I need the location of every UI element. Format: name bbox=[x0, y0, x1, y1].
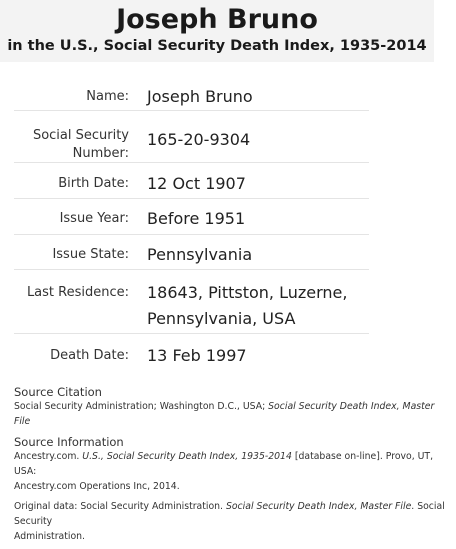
source-citation: Source Citation Social Security Administ… bbox=[14, 385, 450, 429]
issue-state-label: Issue State: bbox=[52, 247, 129, 262]
original-data-text-line1: Original data: Social Security Administr… bbox=[14, 499, 450, 529]
last-residence-line1: 18643, Pittston, Luzerne, bbox=[147, 283, 348, 302]
last-residence-label: Last Residence: bbox=[26, 285, 129, 300]
name-label: Name: bbox=[86, 89, 129, 104]
source-information: Source Information Ancestry.com. U.S., S… bbox=[14, 435, 450, 494]
issue-year-value: Before 1951 bbox=[147, 209, 246, 228]
original-data: Original data: Social Security Administr… bbox=[14, 499, 450, 544]
record-table: Name: Joseph Bruno Social Security Numbe… bbox=[14, 74, 369, 374]
ssn-label-line2: Number: bbox=[72, 146, 129, 161]
source-citation-heading: Source Citation bbox=[14, 385, 102, 399]
issue-state-value: Pennsylvania bbox=[147, 245, 253, 264]
record-row-ssn: Social Security Number: 165-20-9304 bbox=[14, 111, 369, 163]
record-row-issue-year: Issue Year: Before 1951 bbox=[14, 199, 369, 235]
death-date-label: Death Date: bbox=[50, 348, 129, 363]
record-row-death-date: Death Date: 13 Feb 1997 bbox=[14, 334, 369, 374]
page-title: Joseph Bruno bbox=[116, 4, 318, 35]
ssn-label: Social Security Number: bbox=[14, 121, 129, 162]
record-row-last-residence: Last Residence: 18643, Pittston, Luzerne… bbox=[14, 270, 369, 334]
death-date-value: 13 Feb 1997 bbox=[147, 346, 247, 365]
record-row-birth-date: Birth Date: 12 Oct 1907 bbox=[14, 163, 369, 199]
source-citation-text-italic: Social Security Death Index, Master File bbox=[14, 401, 435, 427]
original-data-text-italic: Social Security Death Index, Master File bbox=[225, 501, 412, 512]
original-data-text-part1: Original data: Social Security Administr… bbox=[14, 501, 226, 512]
record-row-name: Name: Joseph Bruno bbox=[14, 74, 369, 111]
source-information-text-line2: Ancestry.com Operations Inc, 2014. bbox=[14, 481, 180, 492]
source-citation-text-plain: Social Security Administration; Washingt… bbox=[14, 401, 269, 412]
source-citation-text: Social Security Administration; Washingt… bbox=[14, 399, 450, 429]
record-row-issue-state: Issue State: Pennsylvania bbox=[14, 235, 369, 270]
birth-date-value: 12 Oct 1907 bbox=[147, 174, 246, 193]
source-information-heading: Source Information bbox=[14, 435, 124, 449]
page-header: Joseph Bruno in the U.S., Social Securit… bbox=[0, 0, 434, 62]
last-residence-line2: Pennsylvania, USA bbox=[147, 309, 296, 328]
birth-date-label: Birth Date: bbox=[58, 176, 129, 191]
name-value: Joseph Bruno bbox=[147, 87, 253, 106]
sources-section: Source Citation Social Security Administ… bbox=[14, 385, 450, 549]
source-information-text-italic: U.S., Social Security Death Index, 1935-… bbox=[82, 451, 292, 462]
source-information-text-part1: Ancestry.com. bbox=[14, 451, 83, 462]
ssn-label-line1: Social Security bbox=[32, 128, 129, 143]
last-residence-value: 18643, Pittston, Luzerne, Pennsylvania, … bbox=[129, 278, 347, 333]
source-information-text-line1: Ancestry.com. U.S., Social Security Deat… bbox=[14, 449, 450, 479]
source-information-text-part3: [database on-line]. Provo, UT, USA: bbox=[14, 451, 434, 477]
issue-year-label: Issue Year: bbox=[59, 211, 129, 226]
original-data-text-line2: Administration. bbox=[14, 531, 85, 542]
page-subtitle: in the U.S., Social Security Death Index… bbox=[7, 38, 427, 54]
ssn-value: 165-20-9304 bbox=[147, 130, 251, 149]
